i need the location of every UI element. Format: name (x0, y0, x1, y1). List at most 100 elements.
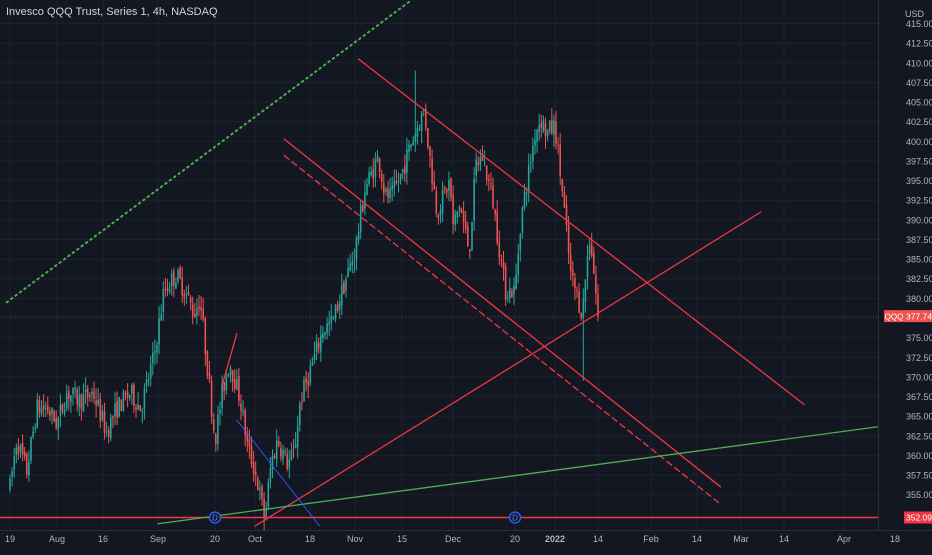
candle-body (588, 246, 591, 254)
candle-body (567, 224, 570, 254)
candle-body (158, 318, 160, 345)
candle-body (343, 282, 345, 294)
dividend-marker-icon (208, 511, 222, 524)
candle-body (584, 279, 587, 302)
candle-body (290, 450, 293, 460)
candle-body (416, 128, 419, 137)
candle-body (569, 254, 572, 272)
candle-body (362, 204, 364, 211)
candle-body (294, 444, 297, 449)
candle-body (389, 188, 391, 198)
candle-body (530, 162, 532, 164)
candle-body (248, 439, 251, 447)
candle-body (275, 440, 278, 459)
price-tick-label: 382.50 (906, 274, 932, 284)
candle-body (477, 162, 480, 165)
candle-body (378, 158, 381, 172)
candle-body (282, 449, 284, 460)
candle-body (370, 171, 372, 176)
candle-body (112, 416, 114, 419)
candle-body (513, 285, 515, 295)
candle-body (590, 243, 593, 256)
candle-body (84, 389, 87, 393)
candle-body (364, 192, 366, 209)
time-tick-label: Aug (49, 534, 65, 544)
candle-body (383, 183, 385, 194)
candle-body (267, 482, 270, 507)
candle-body (80, 394, 83, 410)
candle-body (196, 308, 198, 317)
candle-body (422, 110, 425, 112)
candle-body (269, 468, 272, 482)
candle-body (137, 404, 139, 410)
candle-body (59, 405, 62, 416)
time-axis-background (0, 530, 932, 550)
candle-body (525, 192, 528, 195)
candle-body (418, 129, 421, 131)
last-price-label: 377.74 (906, 311, 932, 321)
candle-body (204, 317, 207, 354)
candle-body (19, 445, 22, 452)
candle-body (154, 351, 156, 353)
candle-body (252, 461, 255, 474)
candle-body (103, 411, 106, 433)
candle-body (263, 498, 265, 518)
price-tick-label: 392.50 (906, 196, 932, 206)
price-tick-label: 375.00 (906, 333, 932, 343)
candle-body (357, 231, 360, 240)
candle-body (538, 124, 540, 133)
candle-body (149, 364, 152, 379)
candle-body (120, 400, 123, 412)
candle-body (135, 407, 137, 410)
candle-body (355, 237, 358, 260)
candle-body (328, 322, 330, 324)
candle-body (494, 209, 496, 215)
candle-body (223, 382, 225, 391)
candle-body (504, 266, 507, 300)
candle-body (460, 208, 463, 214)
candle-body (353, 260, 356, 261)
price-tick-label: 372.50 (906, 353, 932, 363)
candle-body (278, 441, 280, 446)
candle-body (471, 221, 473, 251)
candle-body (11, 471, 13, 477)
candle-body (414, 133, 417, 142)
candle-body (40, 407, 43, 414)
price-tick-label: 402.50 (906, 117, 932, 127)
candle-body (385, 188, 387, 193)
candle-body (9, 478, 11, 490)
candle-body (334, 305, 337, 320)
price-axis[interactable]: 415.00 412.50 410.00 407.50 405.00 402.50 400.… (878, 0, 932, 550)
candle-body (17, 446, 20, 455)
candle-body (212, 418, 215, 431)
candle-body (456, 210, 459, 218)
candle-body (286, 453, 288, 469)
candle-body (574, 278, 576, 289)
candle-body (236, 378, 238, 390)
candle-body (296, 426, 299, 448)
time-tick-label: Apr (837, 534, 851, 544)
candle-body (55, 418, 57, 429)
candle-body (376, 155, 379, 163)
price-tick-label: 400.00 (906, 137, 932, 147)
candle-body (521, 207, 524, 233)
candle-body (261, 486, 263, 499)
candle-body (156, 345, 158, 353)
candle-body (238, 375, 240, 401)
candle-body (147, 379, 150, 381)
candle-body (317, 343, 320, 349)
candle-body (500, 258, 503, 261)
candle-body (57, 417, 60, 429)
price-axis-background (878, 0, 932, 550)
candle-body (105, 431, 108, 433)
channel-lower-dashed-line (283, 154, 722, 505)
dotted-green-line (5, 0, 413, 304)
candle-body (475, 159, 477, 176)
time-tick-label: 16 (98, 534, 108, 544)
candle-body (265, 507, 267, 518)
candle-body (582, 298, 585, 318)
